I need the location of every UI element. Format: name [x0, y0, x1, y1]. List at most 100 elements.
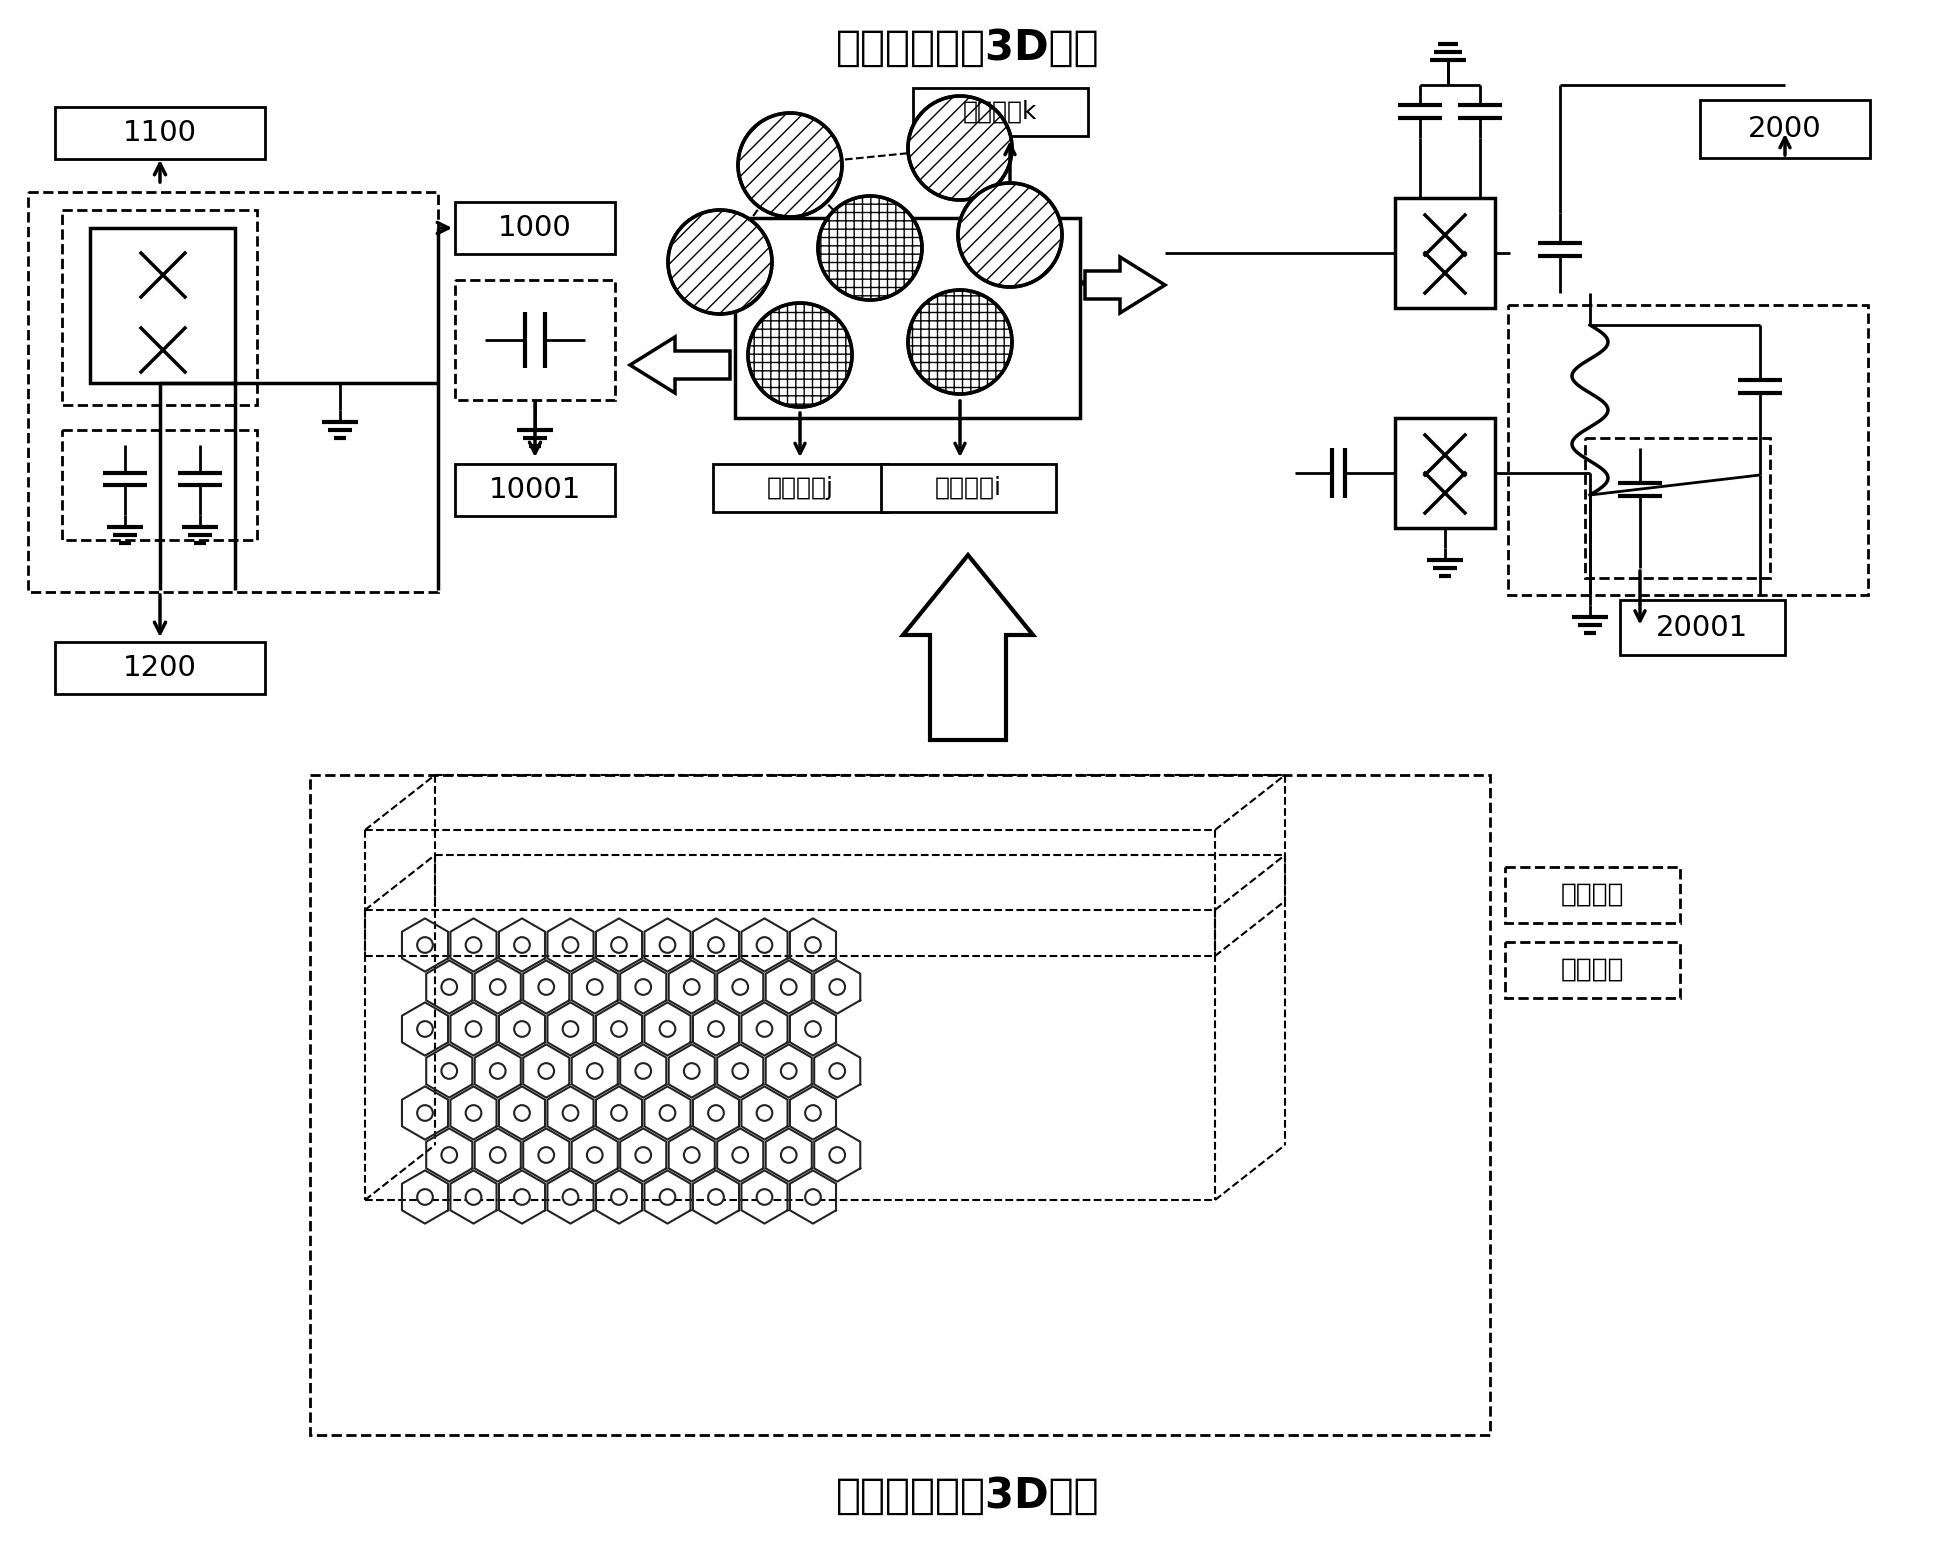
Circle shape: [490, 1147, 506, 1163]
Circle shape: [465, 1106, 480, 1121]
Circle shape: [442, 1147, 457, 1163]
Circle shape: [829, 1147, 845, 1163]
Text: 第二芯片: 第二芯片: [1559, 882, 1623, 908]
Circle shape: [612, 1106, 628, 1121]
Circle shape: [465, 938, 480, 953]
Circle shape: [587, 1147, 602, 1163]
Bar: [62, 210, 258, 406]
Text: 第一芯片: 第一芯片: [1559, 958, 1623, 982]
Text: 量子比特j: 量子比特j: [767, 476, 833, 500]
Polygon shape: [903, 555, 1032, 740]
Circle shape: [612, 1189, 628, 1204]
Circle shape: [732, 1062, 748, 1079]
Circle shape: [732, 979, 748, 995]
Bar: [1584, 438, 1770, 578]
Bar: [89, 228, 234, 382]
Circle shape: [538, 1147, 554, 1163]
Circle shape: [908, 290, 1011, 395]
Circle shape: [732, 1147, 748, 1163]
Circle shape: [684, 1062, 699, 1079]
Circle shape: [757, 1021, 773, 1036]
Circle shape: [538, 1062, 554, 1079]
Bar: [881, 464, 1056, 512]
Circle shape: [829, 979, 845, 995]
Text: 量子比特k: 量子比特k: [963, 100, 1036, 123]
Circle shape: [709, 1189, 724, 1204]
Bar: [1701, 100, 1869, 157]
Circle shape: [709, 1021, 724, 1036]
Bar: [912, 88, 1087, 136]
Circle shape: [442, 979, 457, 995]
Circle shape: [709, 938, 724, 953]
Circle shape: [587, 1062, 602, 1079]
Circle shape: [416, 1021, 432, 1036]
Circle shape: [684, 979, 699, 995]
Bar: [1509, 305, 1867, 595]
Circle shape: [490, 1062, 506, 1079]
Circle shape: [817, 196, 922, 301]
Text: 量子比特i: 量子比特i: [934, 476, 1001, 500]
Circle shape: [562, 938, 579, 953]
Circle shape: [416, 938, 432, 953]
Circle shape: [781, 1062, 796, 1079]
Circle shape: [684, 1147, 699, 1163]
Circle shape: [612, 938, 628, 953]
Circle shape: [757, 938, 773, 953]
Circle shape: [661, 1021, 676, 1036]
Text: 10001: 10001: [488, 476, 581, 504]
Circle shape: [738, 113, 843, 217]
Circle shape: [416, 1189, 432, 1204]
Bar: [27, 193, 438, 592]
Polygon shape: [1085, 258, 1164, 313]
Circle shape: [781, 1147, 796, 1163]
Circle shape: [781, 979, 796, 995]
Circle shape: [562, 1106, 579, 1121]
Text: 1200: 1200: [124, 654, 198, 682]
Circle shape: [806, 1021, 821, 1036]
Bar: [734, 217, 1081, 418]
Bar: [54, 641, 265, 694]
Circle shape: [465, 1189, 480, 1204]
Bar: [1505, 867, 1679, 924]
Circle shape: [829, 1062, 845, 1079]
Circle shape: [661, 938, 676, 953]
Circle shape: [513, 1189, 531, 1204]
Circle shape: [513, 1106, 531, 1121]
Circle shape: [513, 938, 531, 953]
Circle shape: [709, 1106, 724, 1121]
Bar: [455, 281, 616, 399]
Text: 20001: 20001: [1656, 614, 1749, 641]
Circle shape: [490, 979, 506, 995]
Circle shape: [661, 1189, 676, 1204]
Circle shape: [635, 1062, 651, 1079]
Circle shape: [806, 1106, 821, 1121]
Bar: [455, 464, 616, 517]
Circle shape: [587, 979, 602, 995]
Circle shape: [806, 1189, 821, 1204]
Circle shape: [806, 938, 821, 953]
Bar: [455, 202, 616, 254]
Circle shape: [562, 1189, 579, 1204]
Circle shape: [908, 96, 1011, 200]
Text: 超导量子比特3D晶胞: 超导量子比特3D晶胞: [837, 28, 1100, 69]
Circle shape: [757, 1189, 773, 1204]
Polygon shape: [630, 338, 730, 393]
Bar: [713, 464, 887, 512]
Circle shape: [668, 210, 773, 315]
Text: 超导量子比特3D晶格: 超导量子比特3D晶格: [837, 1476, 1100, 1517]
Circle shape: [748, 302, 852, 407]
Text: 1000: 1000: [498, 214, 571, 242]
Circle shape: [635, 1147, 651, 1163]
Circle shape: [442, 1062, 457, 1079]
Bar: [1505, 942, 1679, 998]
Bar: [1395, 197, 1495, 308]
Bar: [1619, 600, 1786, 655]
Bar: [54, 106, 265, 159]
Circle shape: [538, 979, 554, 995]
Circle shape: [757, 1106, 773, 1121]
Bar: [62, 430, 258, 540]
Circle shape: [562, 1021, 579, 1036]
Circle shape: [635, 979, 651, 995]
Circle shape: [612, 1021, 628, 1036]
Circle shape: [661, 1106, 676, 1121]
